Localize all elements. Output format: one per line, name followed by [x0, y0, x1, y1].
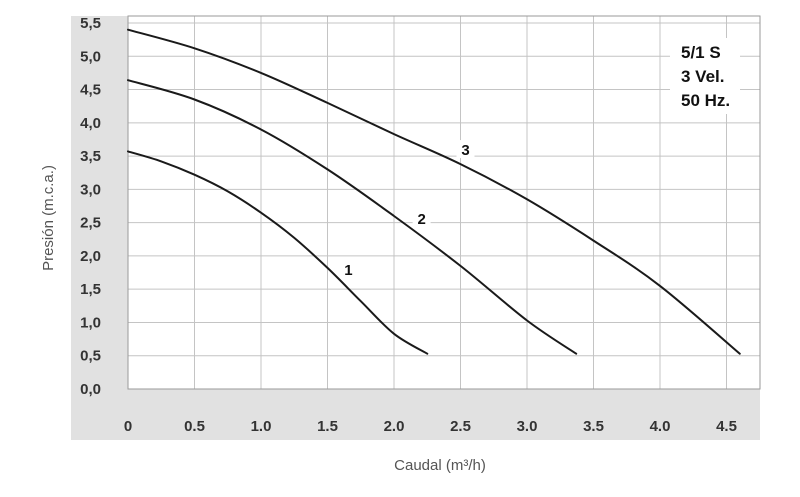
- curve-label-1: 1: [344, 262, 352, 279]
- curve-label-2: 2: [417, 211, 425, 228]
- curve-2: [127, 79, 578, 355]
- x-tick-labels: 0 0.5 1.0 1.5 2.0 2.5 3.0 3.5 4.0 4.5: [124, 418, 737, 435]
- y-tick-label: 3,5: [80, 148, 101, 165]
- y-tick-label: 4,5: [80, 82, 101, 99]
- curve-label-bg-1: [339, 259, 358, 278]
- x-tick-label: 0: [124, 418, 132, 435]
- y-axis-band: [71, 16, 128, 440]
- x-tick-label: 3.5: [583, 418, 604, 435]
- y-tick-label: 0,0: [80, 381, 101, 398]
- y-axis-title: Presión (m.c.a.): [40, 165, 57, 271]
- plot-border: [127, 15, 761, 390]
- y-tick-label: 2,5: [80, 215, 101, 232]
- curve-3: [127, 28, 741, 355]
- y-tick-labels: 0,0 0,5 1,0 1,5 2,0 2,5 3,0 3,5 4,0 4,5 5,0 5,5: [80, 15, 101, 398]
- y-tick-label: 1,0: [80, 314, 101, 331]
- info-box: 5/1 S 3 Vel. 50 Hz.: [670, 38, 740, 114]
- curve-1: [127, 150, 429, 355]
- curve-labels: 1 2 3: [339, 140, 475, 279]
- curve-label-bg-3: [456, 140, 475, 159]
- x-tick-label: 2.5: [450, 418, 471, 435]
- grid-lines: [128, 16, 760, 389]
- x-tick-label: 4.5: [716, 418, 737, 435]
- y-tick-label: 2,0: [80, 248, 101, 265]
- x-tick-label: 1.5: [317, 418, 338, 435]
- x-axis-title: Caudal (m³/h): [394, 457, 486, 474]
- curve-label-3: 3: [461, 142, 469, 159]
- info-line-frequency: 50 Hz.: [681, 91, 730, 110]
- y-tick-label: 1,5: [80, 281, 101, 298]
- info-line-model: 5/1 S: [681, 43, 721, 62]
- x-axis-band: [71, 389, 760, 440]
- plot-area: [128, 16, 760, 389]
- info-box-bg: [670, 38, 740, 114]
- x-tick-label: 1.0: [251, 418, 272, 435]
- curves: [127, 28, 741, 355]
- y-tick-label: 5,5: [80, 15, 101, 32]
- y-tick-label: 0,5: [80, 348, 101, 365]
- y-tick-label: 4,0: [80, 115, 101, 132]
- x-tick-label: 2.0: [384, 418, 405, 435]
- y-tick-label: 3,0: [80, 181, 101, 198]
- x-tick-label: 3.0: [517, 418, 538, 435]
- x-tick-label: 4.0: [650, 418, 671, 435]
- x-tick-label: 0.5: [184, 418, 205, 435]
- info-line-speeds: 3 Vel.: [681, 67, 724, 86]
- y-tick-label: 5,0: [80, 48, 101, 65]
- curve-label-bg-2: [412, 208, 431, 227]
